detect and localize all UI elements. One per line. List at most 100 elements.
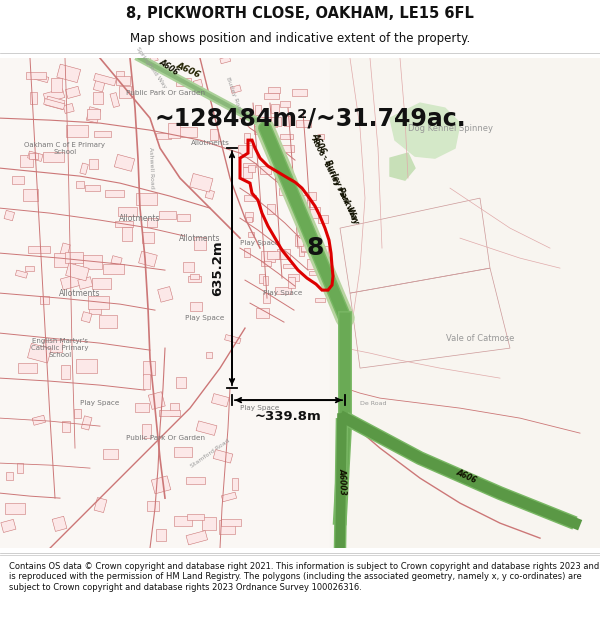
Bar (118, 208, 137, 216)
Bar (205, 189, 215, 199)
Bar (230, 85, 241, 93)
Bar (260, 166, 271, 174)
Bar (315, 298, 325, 302)
Bar (287, 274, 299, 281)
Bar (139, 251, 157, 267)
Bar (244, 248, 250, 257)
Bar (159, 211, 176, 219)
Bar (266, 204, 275, 214)
Bar (43, 89, 65, 102)
Bar (65, 263, 89, 281)
Text: Play Space: Play Space (185, 315, 224, 321)
Text: ~339.8m: ~339.8m (255, 410, 322, 423)
Bar (190, 302, 202, 311)
Bar (211, 394, 229, 407)
Text: Allotments: Allotments (119, 214, 161, 222)
Bar (142, 232, 154, 243)
Bar (255, 106, 260, 115)
Bar (238, 145, 252, 157)
Bar (88, 296, 109, 309)
Bar (224, 334, 241, 344)
Bar (280, 101, 290, 107)
Bar (89, 301, 101, 314)
Bar (190, 274, 199, 279)
Bar (159, 410, 180, 416)
Text: Allotments: Allotments (59, 289, 101, 298)
Text: ~128484m²/~31.749ac.: ~128484m²/~31.749ac. (154, 106, 466, 130)
Bar (276, 254, 281, 259)
Bar (94, 77, 106, 92)
Bar (148, 392, 165, 409)
Bar (176, 78, 191, 86)
Bar (98, 316, 117, 328)
Bar (263, 276, 268, 285)
Bar (304, 233, 310, 243)
Bar (103, 449, 118, 459)
Bar (4, 211, 14, 221)
Bar (5, 472, 13, 481)
Bar (186, 477, 205, 484)
Text: 8: 8 (307, 236, 323, 260)
Bar (143, 374, 149, 389)
Bar (262, 118, 277, 127)
Bar (174, 516, 192, 526)
Bar (287, 179, 295, 186)
Bar (30, 92, 37, 104)
Bar (52, 516, 67, 531)
Bar (280, 145, 294, 152)
Bar (196, 421, 217, 436)
Bar (279, 188, 294, 195)
Bar (23, 189, 38, 201)
Bar (61, 273, 84, 290)
Bar (1, 519, 16, 532)
Bar (206, 352, 212, 358)
Polygon shape (390, 153, 415, 180)
Text: Burley Road: Burley Road (225, 77, 242, 114)
Bar (186, 531, 208, 545)
Bar (65, 253, 83, 262)
Bar (177, 214, 190, 221)
Bar (194, 237, 206, 250)
Bar (170, 403, 179, 416)
Text: A606 - Burley Park Way: A606 - Burley Park Way (310, 136, 358, 221)
Bar (86, 107, 101, 123)
Bar (94, 498, 107, 512)
Bar (29, 153, 38, 159)
Text: 8, PICKWORTH CLOSE, OAKHAM, LE15 6FL: 8, PICKWORTH CLOSE, OAKHAM, LE15 6FL (126, 6, 474, 21)
Text: Public Park Or Garden: Public Park Or Garden (125, 90, 205, 96)
Text: Allotments: Allotments (179, 234, 221, 242)
Text: Springfield Way: Springfield Way (135, 46, 167, 89)
Bar (115, 154, 134, 171)
Bar (168, 123, 180, 138)
Bar (264, 92, 279, 99)
Bar (242, 162, 256, 168)
Bar (158, 287, 173, 302)
Bar (105, 190, 124, 197)
Bar (93, 92, 103, 104)
Bar (220, 56, 231, 64)
Bar (86, 109, 100, 119)
Bar (299, 246, 304, 256)
Bar (65, 86, 80, 99)
Bar (307, 208, 320, 216)
Bar (301, 248, 313, 252)
Bar (116, 76, 130, 84)
Bar (136, 193, 157, 206)
Bar (146, 501, 159, 511)
Bar (28, 343, 52, 363)
Bar (83, 255, 102, 269)
Text: 635.2m: 635.2m (211, 240, 224, 296)
Bar (78, 277, 93, 289)
Bar (202, 517, 216, 530)
Text: A606: A606 (175, 61, 202, 80)
Text: Dog Kennel Spinney: Dog Kennel Spinney (407, 124, 493, 132)
Bar (175, 447, 191, 458)
Bar (193, 79, 203, 88)
Text: Stamford Road: Stamford Road (190, 438, 231, 469)
Bar (81, 416, 92, 430)
Bar (28, 151, 43, 161)
Bar (261, 251, 275, 262)
Bar (254, 126, 264, 134)
Bar (115, 221, 133, 227)
Bar (176, 377, 186, 388)
